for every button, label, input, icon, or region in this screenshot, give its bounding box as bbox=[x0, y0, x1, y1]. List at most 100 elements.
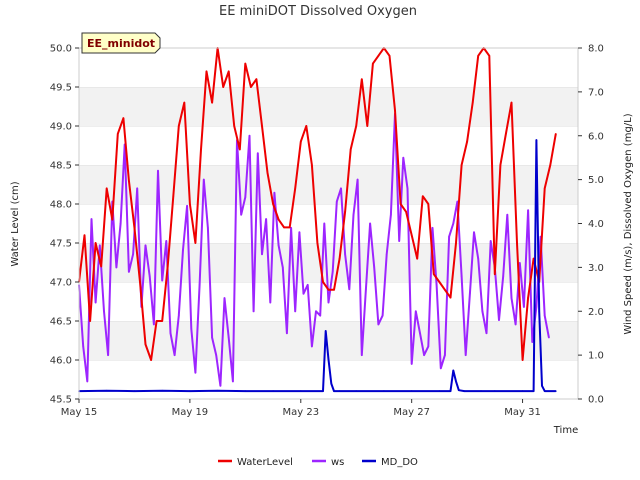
data-point-ws bbox=[452, 222, 455, 225]
data-point-WaterLevel bbox=[133, 226, 136, 229]
data-point-ws bbox=[444, 354, 446, 356]
y-left-tick-label: 47.0 bbox=[50, 278, 72, 289]
data-point-ws bbox=[215, 354, 217, 356]
badge: EE_minidot bbox=[81, 32, 161, 54]
y-right-tick-label: 4.0 bbox=[588, 219, 604, 230]
data-point-MD_DO bbox=[338, 390, 341, 392]
data-point-WaterLevel bbox=[150, 359, 152, 361]
data-point-MD_DO bbox=[463, 390, 466, 392]
data-point-WaterLevel bbox=[366, 125, 369, 127]
data-point-MD_DO bbox=[189, 390, 191, 392]
y-right-tick-label: 6.0 bbox=[588, 131, 604, 142]
data-point-WaterLevel bbox=[410, 234, 413, 236]
data-point-MD_DO bbox=[494, 390, 496, 392]
data-point-ws bbox=[377, 323, 380, 326]
data-point-WaterLevel bbox=[194, 242, 197, 244]
data-point-ws bbox=[161, 279, 163, 282]
data-point-WaterLevel bbox=[244, 62, 247, 65]
data-point-ws bbox=[510, 297, 513, 299]
data-point-MD_DO bbox=[532, 390, 535, 392]
data-point-ws bbox=[178, 314, 180, 317]
data-point-MD_DO bbox=[541, 385, 543, 387]
y-left-tick-label: 49.5 bbox=[50, 83, 72, 94]
data-point-ws bbox=[344, 253, 346, 255]
y-left-tick-label: 46.0 bbox=[50, 356, 72, 367]
y-axis-left-label: Water Level (cm) bbox=[10, 181, 21, 266]
data-point-ws bbox=[398, 240, 401, 242]
data-point-ws bbox=[269, 301, 272, 304]
data-point-ws bbox=[298, 231, 301, 234]
data-point-WaterLevel bbox=[316, 242, 319, 244]
x-axis-ticks: May 15 May 19 May 23 May 27 May 31 bbox=[61, 399, 541, 418]
data-point-ws bbox=[211, 336, 213, 339]
x-tick-label: May 15 bbox=[61, 407, 98, 418]
data-point-WaterLevel bbox=[510, 101, 513, 104]
data-point-ws bbox=[165, 240, 168, 242]
x-axis-label: Time bbox=[553, 425, 578, 436]
data-point-ws bbox=[415, 310, 417, 313]
x-tick-label: May 27 bbox=[393, 407, 430, 418]
data-point-ws bbox=[248, 135, 251, 137]
y-left-tick-label: 46.5 bbox=[50, 317, 72, 328]
data-point-ws bbox=[227, 336, 230, 339]
data-point-ws bbox=[469, 292, 471, 295]
data-point-MD_DO bbox=[322, 390, 324, 392]
y-left-tick-label: 48.5 bbox=[50, 161, 72, 172]
data-point-ws bbox=[477, 257, 480, 260]
data-point-WaterLevel bbox=[117, 133, 119, 135]
data-point-WaterLevel bbox=[361, 78, 363, 80]
data-point-WaterLevel bbox=[311, 164, 313, 166]
data-point-ws bbox=[502, 275, 505, 277]
data-point-ws bbox=[390, 213, 392, 216]
data-point-ws bbox=[294, 310, 297, 313]
chart-title: EE miniDOT Dissolved Oxygen bbox=[219, 4, 417, 19]
data-point-WaterLevel bbox=[460, 164, 463, 166]
data-point-WaterLevel bbox=[261, 125, 263, 127]
y-right-tick-label: 8.0 bbox=[588, 44, 604, 55]
data-point-WaterLevel bbox=[344, 211, 346, 213]
data-point-ws bbox=[336, 200, 338, 203]
data-point-WaterLevel bbox=[100, 265, 102, 268]
data-point-MD_DO bbox=[458, 389, 460, 392]
data-point-ws bbox=[194, 371, 197, 374]
data-point-WaterLevel bbox=[144, 343, 147, 346]
y-right-tick-label: 0.0 bbox=[588, 395, 604, 406]
data-point-MD_DO bbox=[244, 390, 247, 392]
data-point-ws bbox=[489, 240, 492, 242]
data-point-MD_DO bbox=[300, 390, 302, 392]
data-point-MD_DO bbox=[521, 390, 524, 392]
data-point-MD_DO bbox=[480, 390, 482, 392]
data-point-WaterLevel bbox=[372, 62, 374, 65]
data-point-ws bbox=[385, 253, 388, 255]
data-point-WaterLevel bbox=[222, 86, 224, 88]
data-point-WaterLevel bbox=[94, 242, 97, 244]
data-point-ws bbox=[369, 222, 371, 225]
data-point-ws bbox=[203, 178, 205, 181]
series-line-ws bbox=[78, 112, 550, 387]
data-point-WaterLevel bbox=[521, 359, 524, 361]
data-point-MD_DO bbox=[324, 330, 327, 332]
data-point-WaterLevel bbox=[166, 265, 169, 268]
data-point-ws bbox=[119, 222, 122, 225]
data-point-WaterLevel bbox=[211, 101, 213, 104]
y-axis-right-label: Wind Speed (m/s), Dissolved Oxygen (mg/L… bbox=[623, 113, 634, 334]
data-point-WaterLevel bbox=[455, 242, 457, 244]
series-ws bbox=[78, 112, 550, 387]
data-point-ws bbox=[136, 187, 138, 190]
y-right-tick-label: 1.0 bbox=[588, 351, 604, 362]
data-point-WaterLevel bbox=[266, 172, 269, 174]
data-point-WaterLevel bbox=[205, 70, 208, 73]
data-point-WaterLevel bbox=[527, 296, 529, 299]
right-axis-ticks: 0.0 1.0 2.0 3.0 4.0 5.0 6.0 7.0 8.0 bbox=[578, 44, 604, 406]
data-point-WaterLevel bbox=[105, 187, 108, 190]
data-point-ws bbox=[361, 354, 363, 356]
data-point-ws bbox=[340, 187, 342, 190]
data-point-WaterLevel bbox=[349, 148, 352, 151]
data-point-ws bbox=[402, 156, 405, 159]
badge-label: EE_minidot bbox=[87, 37, 155, 50]
data-point-ws bbox=[232, 380, 234, 383]
data-point-ws bbox=[435, 284, 438, 286]
data-point-ws bbox=[498, 319, 500, 321]
grid-band bbox=[79, 87, 578, 126]
data-point-WaterLevel bbox=[83, 234, 86, 236]
